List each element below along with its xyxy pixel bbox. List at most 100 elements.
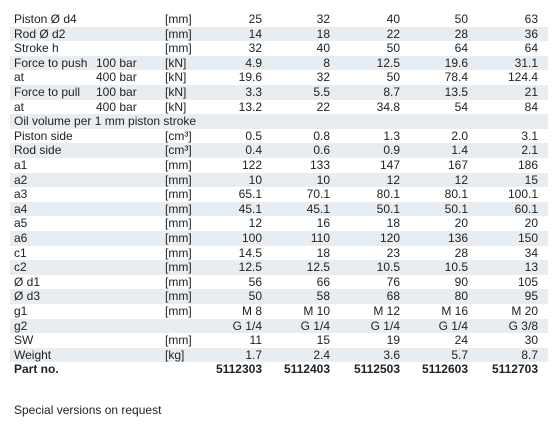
cell-value: 5.5	[313, 85, 330, 99]
cell-value: G 1/4	[370, 318, 400, 333]
cell-value: 186	[517, 158, 538, 172]
cell-value: 20	[524, 216, 538, 231]
cell-value: 5112503	[353, 362, 400, 377]
cell-value: 4.9	[245, 55, 262, 70]
table-row: c1 [mm] 14.5 18 23 28 34	[10, 246, 548, 261]
cell-value: 8.7	[521, 347, 538, 362]
row-unit: [mm]	[165, 216, 192, 231]
row-unit: [mm]	[165, 12, 192, 26]
table-row: Force to push 100 bar [kN] 4.9 8 12.5 19.6 31.1	[10, 55, 548, 71]
row-label: at	[14, 70, 25, 85]
row-label: c2	[14, 260, 27, 275]
cell-value: 22	[386, 26, 400, 41]
cell-value: 10	[248, 172, 262, 187]
row-label: Rod side	[14, 143, 62, 158]
cell-value: 19.6	[444, 55, 468, 70]
cell-value: 50.1	[376, 201, 400, 216]
row-label: Piston side	[14, 128, 73, 143]
cell-value: G 1/4	[232, 318, 262, 333]
cell-value: 50	[248, 289, 262, 304]
cell-value: 54	[454, 99, 468, 114]
table-row: Part no. 5112303 5112403 5112503 5112603 5112…	[10, 362, 548, 377]
cell-value: 5112603	[421, 362, 468, 377]
cell-value: 12.5	[376, 55, 400, 70]
cell-value: 10	[316, 172, 330, 187]
row-pressure: 100 bar	[96, 55, 137, 70]
cell-value: 50.1	[444, 201, 468, 216]
cell-value: 36	[524, 26, 538, 41]
cell-value: 80.1	[376, 187, 400, 202]
table-row: a6 [mm] 100 110 120 136 150	[10, 231, 548, 246]
cell-value: 13.2	[238, 99, 262, 114]
cell-value: 45.1	[306, 201, 330, 216]
cell-value: 80.1	[444, 187, 468, 202]
row-label: g2	[14, 318, 28, 333]
cell-value: 14.5	[238, 245, 262, 260]
cell-value: 0.8	[313, 128, 330, 143]
row-label: a5	[14, 216, 28, 231]
table-row: a3 [mm] 65.1 70.1 80.1 80.1 100.1	[10, 187, 548, 202]
row-label: a3	[14, 187, 28, 202]
cell-value: 76	[386, 274, 400, 289]
table-row: a1 [mm] 122 133 147 167 186	[10, 158, 548, 173]
row-unit: [mm]	[165, 289, 192, 304]
row-label: Force to pull	[14, 85, 81, 99]
row-unit: [kg]	[165, 347, 185, 362]
cell-value: 23	[386, 245, 400, 260]
cell-value: 3.1	[521, 128, 538, 143]
row-unit: [kN]	[165, 55, 187, 70]
table-row: g2 G 1/4 G 1/4 G 1/4 G 1/4 G 3/8	[10, 318, 548, 334]
row-unit: [mm]	[165, 304, 192, 318]
table-row: c2 [mm] 12.5 12.5 10.5 10.5 13	[10, 260, 548, 275]
table-row: g1 [mm] M 8 M 10 M 12 M 16 M 20	[10, 304, 548, 319]
row-label: a2	[14, 172, 28, 187]
row-label: Ø d1	[14, 274, 41, 289]
cell-value: 66	[316, 274, 330, 289]
cell-value: 68	[386, 289, 400, 304]
row-label: a4	[14, 201, 28, 216]
cell-value: M 20	[511, 304, 538, 318]
cell-value: 105	[517, 274, 538, 289]
cell-value: 32	[316, 70, 330, 85]
cell-value: 50	[386, 70, 400, 85]
cell-value: 10.5	[444, 260, 468, 275]
table-row: at 400 bar [kN] 19.6 32 50 78.4 124.4	[10, 70, 548, 85]
row-unit: [mm]	[165, 333, 192, 348]
cell-value: 18	[386, 216, 400, 231]
cell-value: 2.4	[313, 347, 330, 362]
cell-value: M 12	[373, 304, 400, 318]
table-row: Piston side [cm³] 0.5 0.8 1.3 2.0 3.1	[10, 129, 548, 144]
cell-value: 110	[310, 231, 330, 245]
table-row: Force to pull 100 bar [kN] 3.3 5.5 8.7 13.5 21	[10, 85, 548, 100]
cell-value: 32	[316, 12, 330, 26]
row-unit: [mm]	[165, 260, 192, 275]
cell-value: 1.4	[451, 143, 468, 158]
row-unit: [cm³]	[165, 143, 192, 158]
cell-value: 65.1	[238, 187, 262, 202]
cell-value: 28	[454, 245, 468, 260]
row-label: a1	[14, 158, 28, 172]
row-unit: [mm]	[165, 231, 192, 245]
cell-value: 5.7	[451, 347, 468, 362]
cell-value: G 3/8	[508, 318, 538, 333]
cell-value: 5112703	[491, 362, 538, 377]
row-label: Rod Ø d2	[14, 26, 66, 41]
cell-value: 60.1	[514, 201, 538, 216]
cell-value: 64	[454, 41, 468, 56]
cell-value: 8	[323, 55, 330, 70]
cell-value: 18	[316, 26, 330, 41]
cell-value: 78.4	[444, 70, 468, 85]
cell-value: 0.6	[313, 143, 330, 158]
cell-value: 5112303	[215, 362, 262, 377]
cell-value: 24	[454, 333, 468, 348]
cell-value: 100.1	[507, 187, 538, 202]
cell-value: 50	[454, 12, 468, 26]
cell-value: 70.1	[306, 187, 330, 202]
cell-value: 58	[316, 289, 330, 304]
table-row: Rod Ø d2 [mm] 14 18 22 28 36	[10, 26, 548, 42]
cell-value: 136	[447, 231, 468, 245]
cell-value: 28	[454, 26, 468, 41]
cell-value: 56	[248, 274, 262, 289]
cell-value: 5112403	[283, 362, 330, 377]
